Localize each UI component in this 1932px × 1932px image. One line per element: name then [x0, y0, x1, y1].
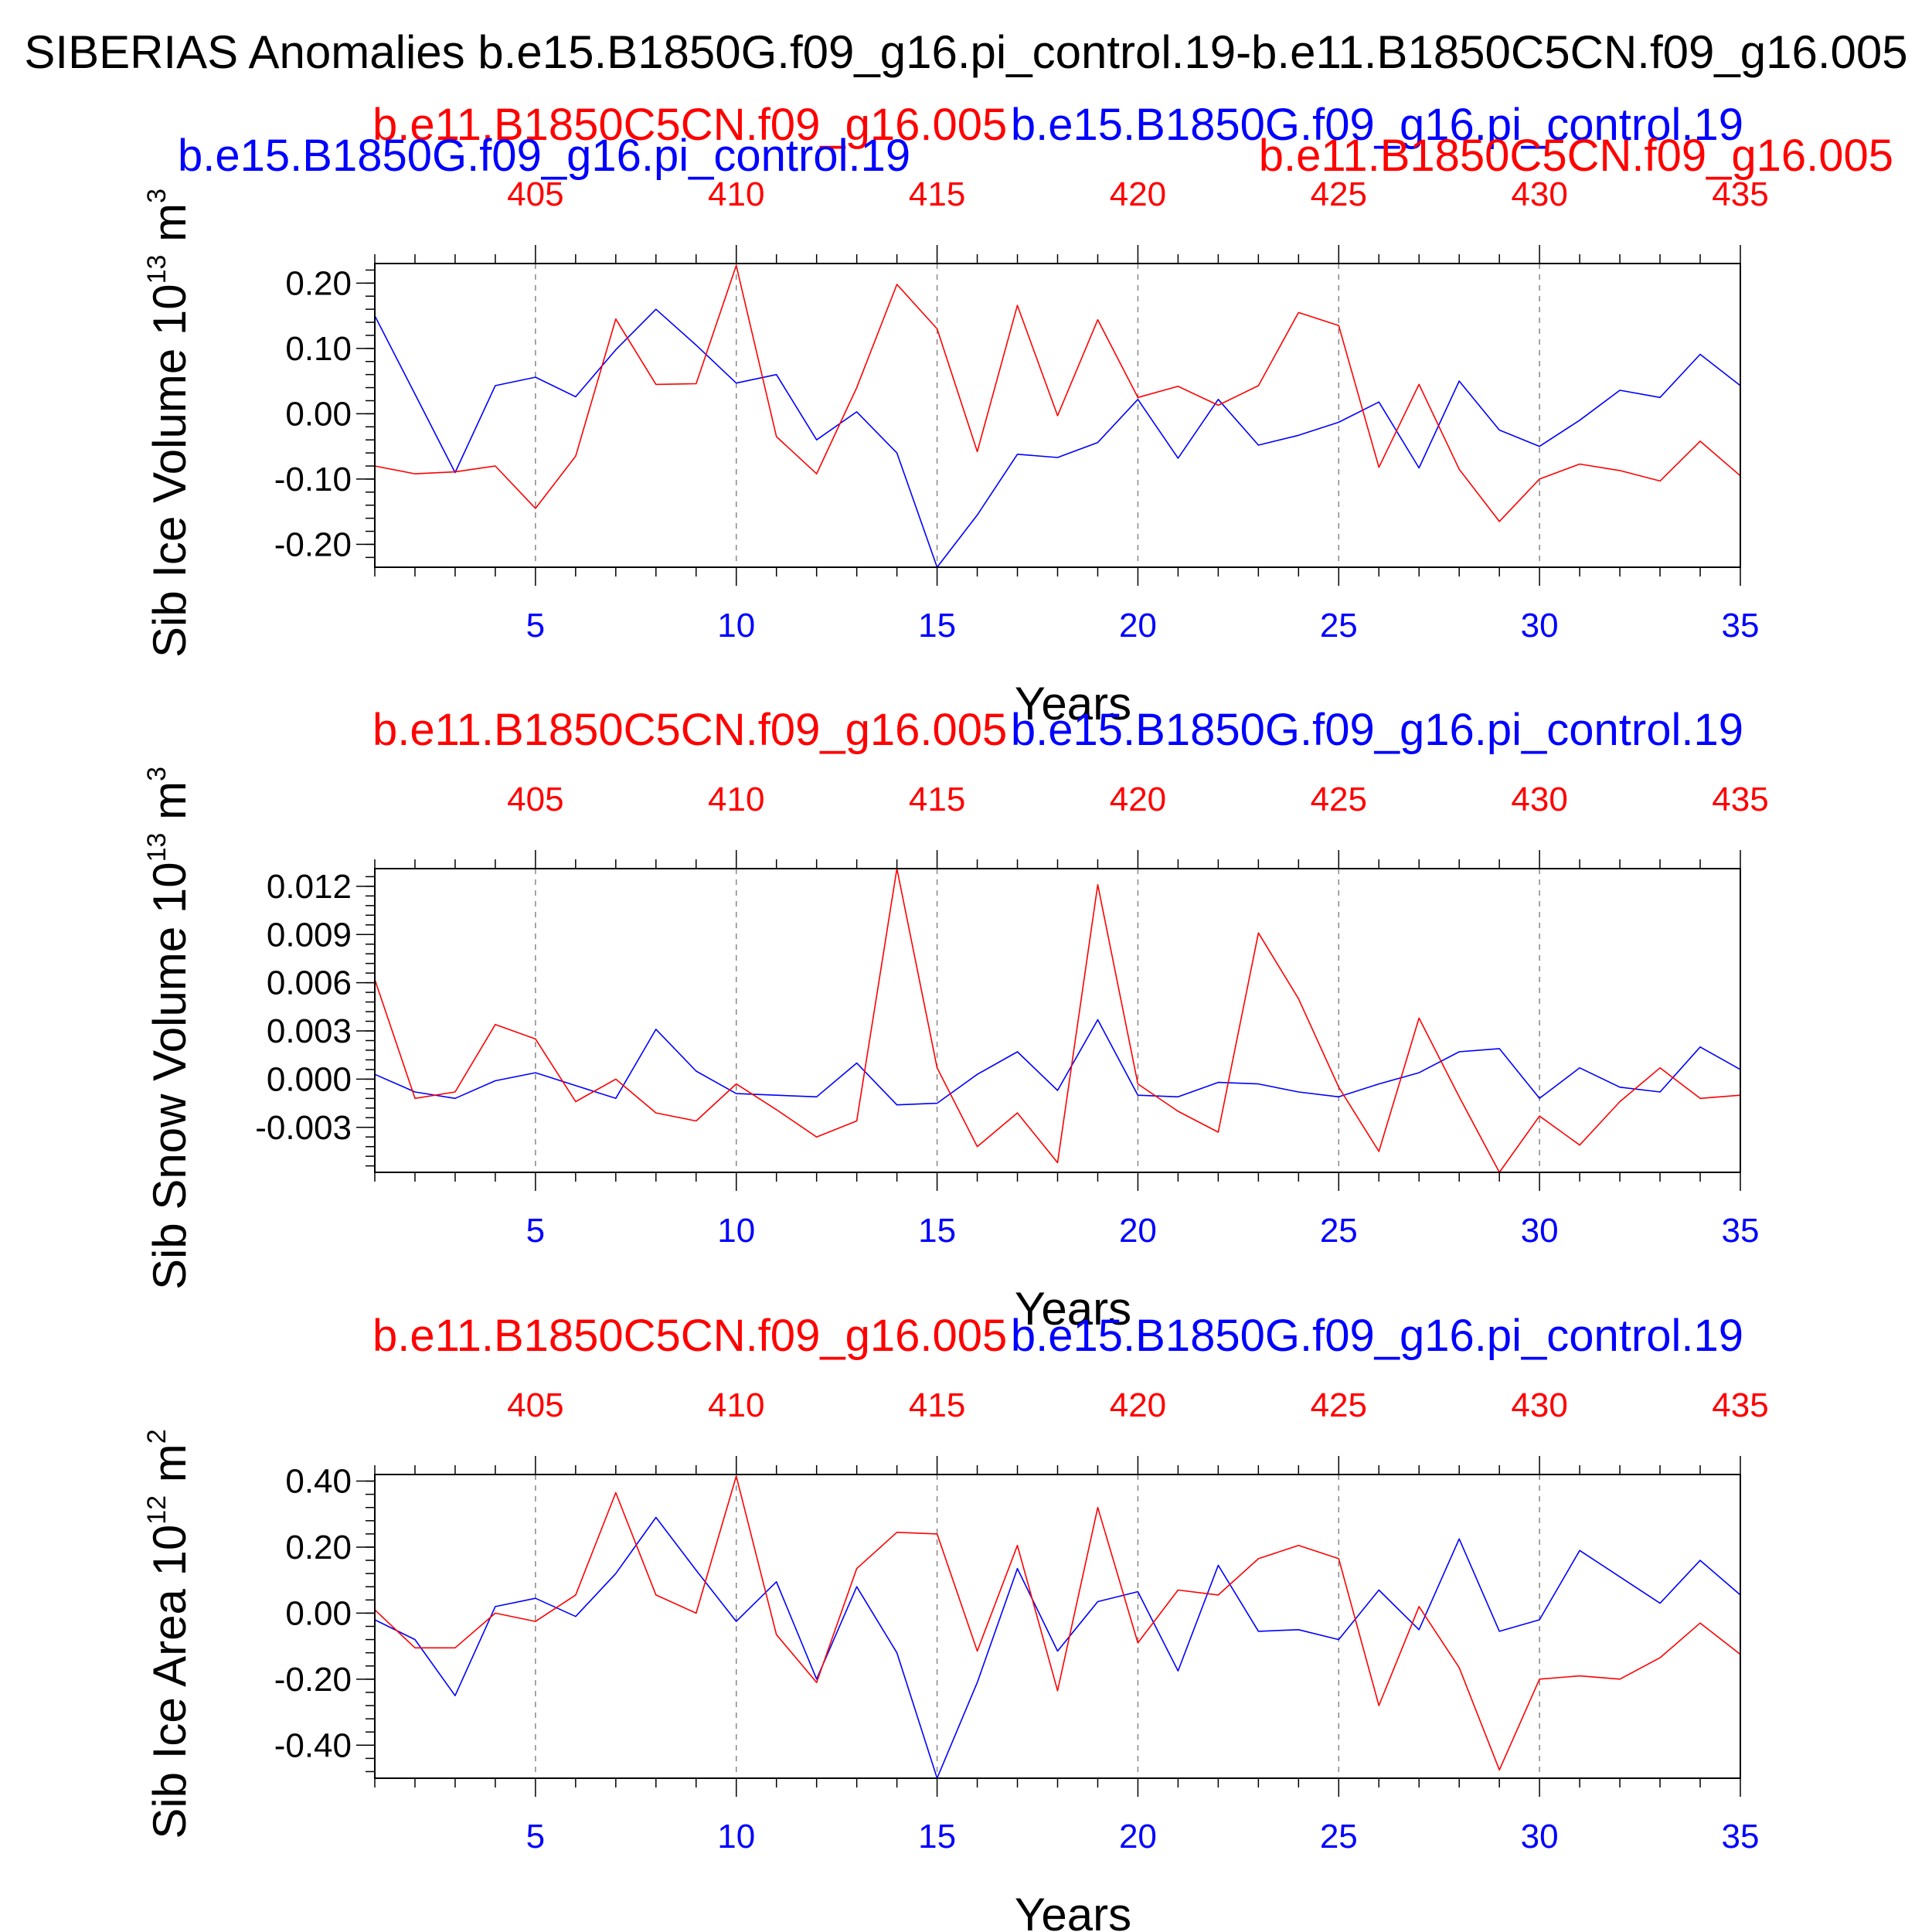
x-top-tick-label: 435	[1712, 781, 1768, 818]
y-tick-label: -0.40	[274, 1726, 352, 1764]
x-top-tick-label: 420	[1110, 781, 1166, 818]
y-tick-label: 0.009	[267, 916, 352, 954]
x-tick-label: 25	[1320, 1212, 1358, 1250]
x-tick-label: 10	[717, 1212, 755, 1250]
x-tick-label: 35	[1722, 1212, 1760, 1250]
x-axis-label: Years	[1015, 1889, 1131, 1932]
x-tick-label: 5	[526, 1212, 545, 1250]
x-top-tick-label: 405	[507, 175, 563, 213]
x-tick-label: 10	[717, 607, 755, 645]
y-tick-label: -0.003	[255, 1109, 352, 1147]
x-top-tick-label: 405	[507, 1386, 563, 1424]
x-top-tick-label: 410	[708, 1386, 764, 1424]
x-top-tick-label: 430	[1511, 781, 1567, 818]
y-tick-label: -0.10	[274, 461, 352, 498]
series-line-case1	[374, 1019, 1741, 1106]
x-top-tick-label: 410	[708, 175, 764, 213]
x-tick-label: 25	[1320, 1818, 1358, 1855]
x-tick-label: 5	[526, 607, 545, 645]
x-top-tick-label: 420	[1110, 1386, 1166, 1424]
x-top-tick-label: 425	[1311, 1386, 1367, 1424]
y-tick-label: 0.10	[285, 330, 352, 368]
x-top-tick-label: 410	[708, 781, 764, 818]
plot-frame	[374, 1474, 1741, 1779]
x-tick-label: 15	[918, 1212, 956, 1250]
chart-panel-1: 5 10 15 20 25 30 35 405 410 415 420 425 430 435 -0.20 -…	[142, 100, 1893, 730]
x-tick-label: 15	[918, 607, 956, 645]
x-tick-label: 15	[918, 1818, 956, 1855]
figure-title: SIBERIAS Anomalies b.e15.B1850G.f09_g16.…	[24, 26, 1907, 78]
series-line-case2	[374, 868, 1741, 1173]
x-tick-label: 30	[1521, 1212, 1559, 1250]
x-top-tick-label: 415	[909, 781, 965, 818]
y-axis-label: Sib Ice Area 1012 m2	[142, 1429, 196, 1838]
y-tick-label: 0.003	[267, 1012, 352, 1050]
x-tick-label: 10	[717, 1818, 755, 1855]
legend-extra-case1-label: b.e15.B1850G.f09_g16.pi_control.19	[178, 131, 910, 181]
x-top-tick-label: 425	[1311, 781, 1367, 818]
legend-case2-label: b.e11.B1850C5CN.f09_g16.005	[372, 100, 1007, 150]
x-top-tick-label: 425	[1311, 175, 1367, 213]
x-top-tick-label: 405	[507, 781, 563, 818]
plot-frame	[374, 868, 1741, 1173]
y-axis-label: Sib Snow Volume 1013 m3	[142, 767, 196, 1290]
y-tick-label: 0.006	[267, 964, 352, 1002]
x-top-tick-label: 420	[1110, 175, 1166, 213]
x-tick-label: 25	[1320, 607, 1358, 645]
x-tick-label: 20	[1119, 607, 1157, 645]
x-axis-label: Years	[1015, 678, 1131, 730]
x-top-tick-label: 430	[1511, 1386, 1567, 1424]
y-tick-label: -0.20	[274, 526, 352, 563]
x-top-tick-label: 430	[1511, 175, 1567, 213]
x-tick-label: 30	[1521, 1818, 1559, 1855]
x-top-tick-label: 435	[1712, 175, 1768, 213]
x-tick-label: 35	[1722, 1818, 1760, 1855]
y-tick-label: -0.20	[274, 1661, 352, 1699]
x-tick-label: 35	[1722, 607, 1760, 645]
x-tick-label: 30	[1521, 607, 1559, 645]
x-tick-label: 20	[1119, 1818, 1157, 1855]
x-top-tick-label: 415	[909, 175, 965, 213]
legend-case2-label: b.e11.B1850C5CN.f09_g16.005	[372, 1311, 1007, 1361]
series-line-case1	[374, 1516, 1741, 1779]
legend-case1-label: b.e15.B1850G.f09_g16.pi_control.19	[1011, 1311, 1743, 1361]
x-axis-label: Years	[1015, 1283, 1131, 1335]
x-top-tick-label: 415	[909, 1386, 965, 1424]
y-tick-label: 0.00	[285, 395, 352, 433]
y-tick-label: 0.00	[285, 1594, 352, 1632]
legend-case1-label: b.e15.B1850G.f09_g16.pi_control.19	[1011, 100, 1743, 150]
chart-panel-2: 5 10 15 20 25 30 35 405 410 415 420 425 430 435 -0.003…	[142, 705, 1769, 1335]
y-tick-label: 0.012	[267, 868, 352, 906]
y-tick-label: 0.20	[285, 264, 352, 302]
legend-case2-label: b.e11.B1850C5CN.f09_g16.005	[372, 705, 1007, 755]
legend-extra-case2-label: b.e11.B1850C5CN.f09_g16.005	[1259, 131, 1893, 181]
x-tick-label: 5	[526, 1818, 545, 1855]
series-line-case2	[374, 1475, 1741, 1771]
series-line-case1	[374, 308, 1741, 568]
y-tick-label: 0.40	[285, 1463, 352, 1501]
legend-case1-label: b.e15.B1850G.f09_g16.pi_control.19	[1011, 705, 1743, 755]
chart-panel-3: 5 10 15 20 25 30 35 405 410 415 420 425 430 435 -0.40 -…	[142, 1311, 1769, 1932]
y-tick-label: 0.000	[267, 1060, 352, 1098]
y-tick-label: 0.20	[285, 1529, 352, 1566]
y-axis-label: Sib Ice Volume 1013 m3	[142, 189, 196, 658]
x-top-tick-label: 435	[1712, 1386, 1768, 1424]
x-tick-label: 20	[1119, 1212, 1157, 1250]
series-line-case2	[374, 264, 1741, 522]
